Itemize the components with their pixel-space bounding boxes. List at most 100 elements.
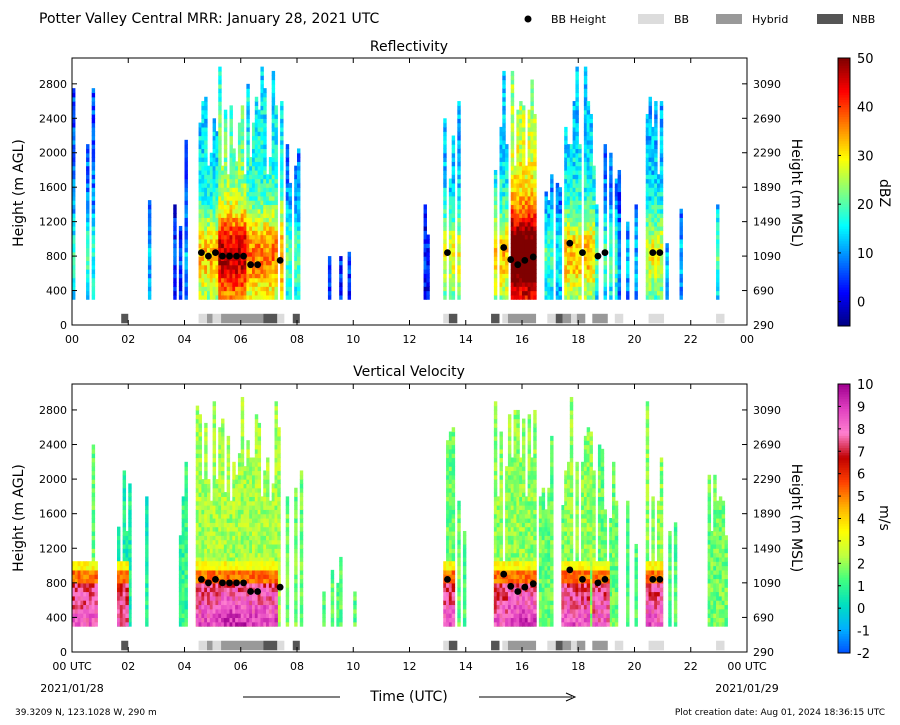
echo-cell bbox=[583, 169, 588, 175]
echo-cell bbox=[617, 277, 622, 283]
echo-cell bbox=[274, 161, 278, 167]
echo-cell bbox=[555, 256, 560, 262]
echo-cell bbox=[204, 461, 208, 467]
echo-cell bbox=[147, 264, 152, 270]
echo-cell bbox=[215, 294, 219, 300]
bb-type-segment-hybrid bbox=[207, 313, 213, 324]
echo-cell bbox=[530, 118, 534, 124]
echo-cell bbox=[274, 174, 278, 180]
echo-cell bbox=[510, 294, 515, 300]
echo-cell bbox=[207, 182, 211, 188]
echo-cell bbox=[257, 431, 262, 437]
echo-cell bbox=[530, 174, 534, 180]
echo-cell bbox=[645, 204, 650, 210]
echo-cell bbox=[603, 243, 607, 249]
echo-cell bbox=[246, 169, 250, 175]
echo-cell bbox=[423, 290, 427, 296]
echo-cell bbox=[207, 191, 211, 197]
echo-cell bbox=[201, 161, 205, 167]
echo-cell bbox=[252, 135, 256, 141]
echo-cell bbox=[235, 213, 239, 218]
echo-cell bbox=[178, 238, 183, 244]
echo-cell bbox=[530, 277, 534, 283]
echo-cell bbox=[578, 264, 582, 270]
echo-cell bbox=[232, 204, 236, 210]
echo-cell bbox=[502, 264, 506, 270]
echo-cell bbox=[266, 273, 270, 279]
echo-cell bbox=[530, 148, 534, 154]
echo-cell bbox=[527, 152, 532, 158]
echo-cell bbox=[229, 505, 233, 510]
echo-cell bbox=[268, 187, 273, 193]
echo-cell bbox=[544, 251, 548, 257]
echo-cell bbox=[586, 213, 591, 218]
echo-cell bbox=[513, 225, 517, 231]
echo-cell bbox=[288, 217, 292, 223]
echo-cell bbox=[530, 165, 534, 171]
echo-cell bbox=[235, 161, 239, 167]
echo-cell bbox=[204, 500, 208, 506]
echo-cell bbox=[91, 135, 96, 141]
echo-cell bbox=[451, 191, 456, 197]
echo-cell bbox=[246, 148, 250, 154]
bb-height-point bbox=[247, 261, 254, 269]
legend: BB Height BB Hybrid NBB bbox=[524, 13, 875, 26]
echo-cell bbox=[218, 118, 222, 124]
echo-cell bbox=[254, 548, 259, 554]
echo-cell bbox=[558, 256, 562, 262]
echo-cell bbox=[198, 165, 202, 171]
echo-cell bbox=[184, 483, 188, 489]
echo-cell bbox=[240, 548, 245, 554]
echo-cell bbox=[249, 290, 253, 296]
echo-cell bbox=[91, 144, 96, 150]
echo-cell bbox=[263, 277, 267, 283]
echo-cell bbox=[198, 505, 202, 510]
echo-cell bbox=[609, 230, 613, 236]
echo-cell bbox=[223, 178, 228, 184]
echo-cell bbox=[274, 273, 278, 279]
echo-cell bbox=[246, 552, 250, 558]
echo-cell bbox=[226, 269, 231, 274]
echo-cell bbox=[243, 238, 247, 244]
echo-cell bbox=[91, 479, 96, 485]
echo-cell bbox=[237, 234, 242, 240]
echo-cell bbox=[184, 148, 188, 154]
echo-cell bbox=[246, 290, 250, 296]
echo-cell bbox=[249, 269, 253, 274]
echo-cell bbox=[91, 496, 96, 502]
echo-cell bbox=[558, 221, 562, 227]
echo-cell bbox=[522, 243, 526, 249]
echo-cell bbox=[578, 273, 582, 279]
echo-cell bbox=[209, 509, 214, 515]
echo-cell bbox=[226, 247, 231, 253]
echo-cell bbox=[252, 157, 256, 162]
echo-cell bbox=[280, 122, 284, 128]
echo-cell bbox=[184, 587, 188, 593]
echo-cell bbox=[586, 234, 591, 240]
echo-cell bbox=[260, 165, 264, 171]
echo-cell bbox=[218, 157, 222, 162]
echo-cell bbox=[659, 195, 664, 201]
echo-cell bbox=[513, 169, 517, 175]
echo-cell bbox=[499, 187, 503, 193]
echo-cell bbox=[215, 165, 219, 171]
echo-cell bbox=[609, 238, 613, 244]
echo-cell bbox=[72, 178, 76, 184]
echo-cell bbox=[249, 552, 253, 558]
echo-cell bbox=[659, 191, 664, 197]
echo-cell bbox=[221, 435, 225, 441]
echo-cell bbox=[294, 294, 298, 300]
echo-cell bbox=[221, 535, 225, 541]
echo-cell bbox=[212, 269, 217, 274]
echo-cell bbox=[510, 152, 515, 158]
echo-cell bbox=[198, 552, 202, 558]
echo-cell bbox=[254, 431, 259, 437]
echo-cell bbox=[654, 238, 658, 244]
echo-cell bbox=[229, 535, 233, 541]
echo-cell bbox=[215, 178, 219, 184]
echo-cell bbox=[235, 208, 239, 214]
echo-cell bbox=[204, 238, 208, 244]
echo-cell bbox=[294, 187, 298, 193]
echo-cell bbox=[232, 290, 236, 296]
echo-cell bbox=[260, 204, 264, 210]
